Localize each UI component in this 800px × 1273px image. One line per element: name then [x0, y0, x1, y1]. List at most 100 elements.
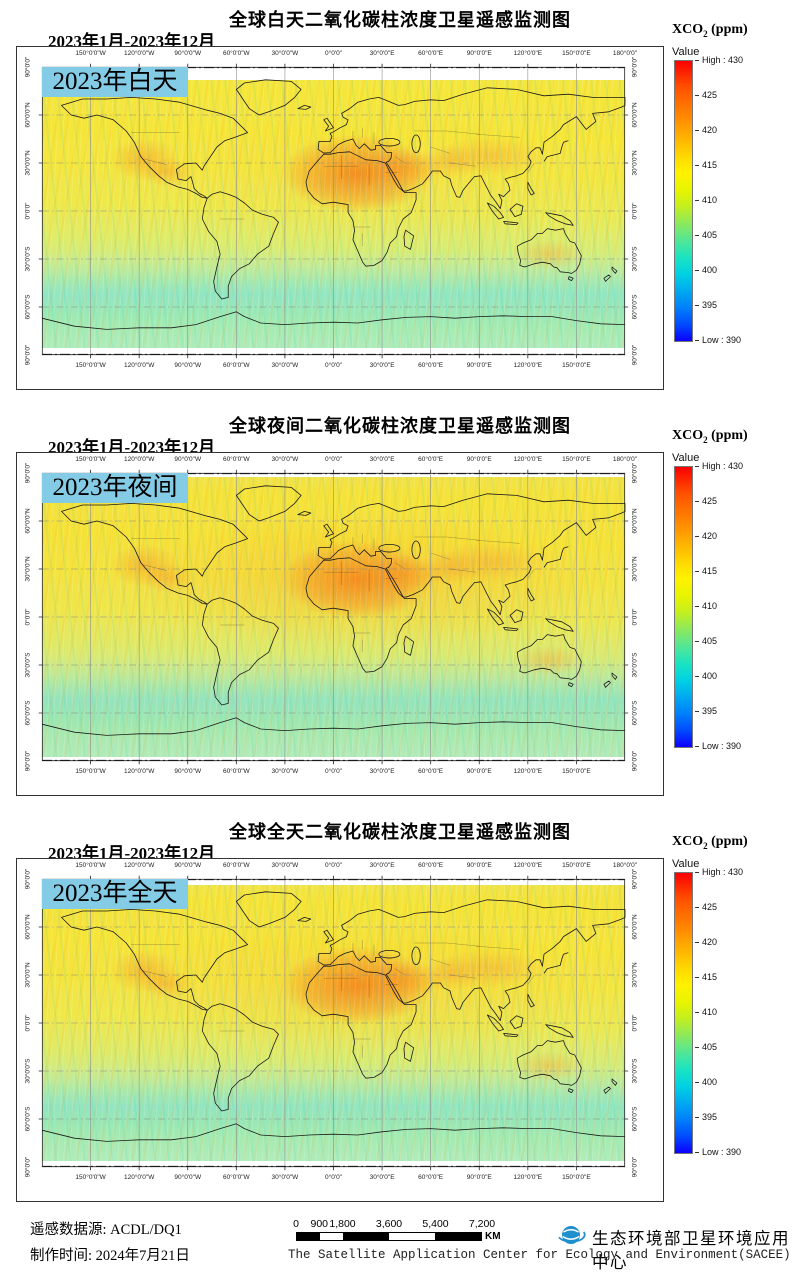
lon-label: 0°0'0": [325, 456, 342, 463]
lat-label: 60°0'0"S: [631, 294, 639, 320]
lat-label: 60°0'0"N: [24, 508, 32, 534]
legend-tick: High : 430: [695, 55, 743, 65]
scalebar: 0 900 1,800 3,600 5,400 7,200 KM: [293, 1218, 500, 1242]
legend-tick: 400: [695, 1077, 717, 1087]
map-plot: 2023年白天: [37, 62, 630, 360]
lon-label: 0°0'0": [325, 862, 342, 869]
lon-label: 60°0'0"E: [418, 862, 444, 869]
lon-label: 120°0'0"W: [123, 1174, 155, 1181]
scalebar-bar: [296, 1232, 482, 1241]
lon-label: 90°0'0"W: [174, 768, 202, 775]
lon-label: 90°0'0"E: [466, 50, 492, 57]
legend-ticks: High : 430 425 420 415 410 405 400 395 Low : 390: [695, 55, 795, 345]
lon-label: 90°0'0"E: [466, 1174, 492, 1181]
lat-labels-right: 90°0'0" 60°0'0"N 30°0'0"N 0°0'0" 30°0'0"S 60°…: [629, 463, 641, 772]
lon-label: 150°0'0"W: [75, 1174, 106, 1181]
legend-value-label: Value: [672, 857, 700, 870]
legend-tick: 400: [695, 265, 717, 275]
world-map-svg: [37, 468, 630, 766]
lat-label: 60°0'0"N: [631, 508, 639, 534]
map-plot: 2023年全天: [37, 874, 630, 1172]
legend: XCO2 (ppm) Value High : 430 425 420 415 410 4…: [672, 428, 798, 751]
lon-label: 120°0'0"E: [513, 362, 543, 369]
legend-tick: 425: [695, 496, 717, 506]
org-name-cn: 生态环境部卫星环境应用中心: [592, 1229, 790, 1272]
lat-label: 60°0'0"S: [24, 294, 32, 320]
lon-label: 150°0'0"E: [562, 862, 591, 869]
lon-label: 30°0'0"E: [369, 1174, 395, 1181]
lon-label: 0°0'0": [325, 768, 342, 775]
lon-labels-bottom: 150°0'0"W 120°0'0"W 90°0'0"W 60°0'0"W 30°0'0…: [42, 1174, 625, 1184]
lat-label: 60°0'0"N: [24, 914, 32, 940]
legend-ticks: High : 430 425 420 415 410 405 400 395 Low : 390: [695, 461, 795, 751]
lat-label: 60°0'0"S: [24, 700, 32, 726]
lat-label: 90°0'0": [24, 344, 32, 366]
lat-labels-left: 90°0'0" 60°0'0"N 30°0'0"N 0°0'0" 30°0'0"S 60°…: [22, 869, 34, 1178]
scalebar-label: 1,800: [329, 1218, 356, 1230]
lat-label: 30°0'0"N: [24, 962, 32, 988]
lon-label: 150°0'0"W: [75, 456, 106, 463]
legend-colorbar-group: High : 430 425 420 415 410 405 400 395 Low : 390: [672, 867, 798, 1157]
map-frame: 150°0'0"W 120°0'0"W 90°0'0"W 60°0'0"W 30°0'0…: [16, 452, 664, 796]
legend-title: XCO2 (ppm): [672, 834, 748, 851]
legend-tick: Low : 390: [695, 1147, 741, 1157]
panel-title: 全球白天二氧化碳柱浓度卫星遥感监测图: [229, 10, 571, 30]
scalebar-label: 7,200: [468, 1218, 496, 1230]
lat-label: 60°0'0"N: [631, 914, 639, 940]
lon-label: 120°0'0"E: [513, 50, 543, 57]
map-caption: 2023年全天: [42, 879, 188, 909]
panel-allday: 全球全天二氧化碳柱浓度卫星遥感监测图 2023年1月-2023年12月 150°…: [0, 812, 800, 1218]
legend-tick: 395: [695, 706, 717, 716]
lon-label: 60°0'0"W: [222, 456, 250, 463]
lon-label: 60°0'0"W: [222, 50, 250, 57]
lat-label: 60°0'0"S: [631, 1106, 639, 1132]
lon-label: 150°0'0"E: [562, 768, 591, 775]
legend-value-label: Value: [672, 45, 700, 58]
scalebar-labels: 0 900 1,800 3,600 5,400 7,200: [293, 1218, 495, 1230]
lat-label: 30°0'0"S: [24, 246, 32, 272]
lon-label: 90°0'0"W: [174, 50, 202, 57]
lon-label: 150°0'0"E: [562, 456, 591, 463]
scalebar-label: 0: [293, 1218, 299, 1230]
lat-label: 30°0'0"S: [24, 1058, 32, 1084]
lon-label: 60°0'0"E: [418, 362, 444, 369]
lat-label: 0°0'0": [24, 202, 32, 220]
legend-tick: 395: [695, 300, 717, 310]
lat-label: 30°0'0"N: [24, 150, 32, 176]
legend-value-label: Value: [672, 451, 700, 464]
legend-tick: 420: [695, 531, 717, 541]
footer: 遥感数据源: ACDL/DQ1 制作时间: 2024年7月21日 0 900 1,8…: [0, 1218, 800, 1272]
lon-label: 60°0'0"E: [418, 1174, 444, 1181]
lon-label: 150°0'0"W: [75, 362, 106, 369]
org-name-en: The Satellite Application Center for Eco…: [288, 1248, 791, 1262]
lon-label: 0°0'0": [325, 362, 342, 369]
lat-label: 0°0'0": [24, 608, 32, 626]
lat-label: 90°0'0": [24, 56, 32, 78]
lon-label: 150°0'0"E: [562, 50, 591, 57]
lat-label: 0°0'0": [631, 1014, 639, 1032]
data-source-label: 遥感数据源: ACDL/DQ1: [30, 1222, 182, 1238]
lat-label: 60°0'0"N: [24, 102, 32, 128]
lon-label: 30°0'0"W: [271, 768, 299, 775]
map-caption: 2023年白天: [42, 67, 188, 97]
legend-tick: 425: [695, 90, 717, 100]
panel-nighttime: 全球夜间二氧化碳柱浓度卫星遥感监测图 2023年1月-2023年12月 150°…: [0, 406, 800, 812]
lon-label: 60°0'0"E: [418, 768, 444, 775]
lat-labels-right: 90°0'0" 60°0'0"N 30°0'0"N 0°0'0" 30°0'0"S 60°…: [629, 57, 641, 366]
legend-tick: 405: [695, 1042, 717, 1052]
legend: XCO2 (ppm) Value High : 430 425 420 415 410 4…: [672, 834, 798, 1157]
lon-label: 150°0'0"E: [562, 362, 591, 369]
lon-label: 60°0'0"W: [222, 862, 250, 869]
lon-label: 30°0'0"E: [369, 50, 395, 57]
scalebar-label: 900: [310, 1218, 329, 1230]
lon-labels-top: 150°0'0"W 120°0'0"W 90°0'0"W 60°0'0"W 30°0'0…: [42, 862, 637, 872]
legend-tick: 420: [695, 125, 717, 135]
lon-label: 120°0'0"E: [513, 862, 543, 869]
lat-labels-left: 90°0'0" 60°0'0"N 30°0'0"N 0°0'0" 30°0'0"S 60°…: [22, 463, 34, 772]
legend-tick: 420: [695, 937, 717, 947]
legend-tick: Low : 390: [695, 741, 741, 751]
legend: XCO2 (ppm) Value High : 430 425 420 415 410 4…: [672, 22, 798, 345]
lon-label: 30°0'0"E: [369, 768, 395, 775]
lon-label: 120°0'0"E: [513, 768, 543, 775]
